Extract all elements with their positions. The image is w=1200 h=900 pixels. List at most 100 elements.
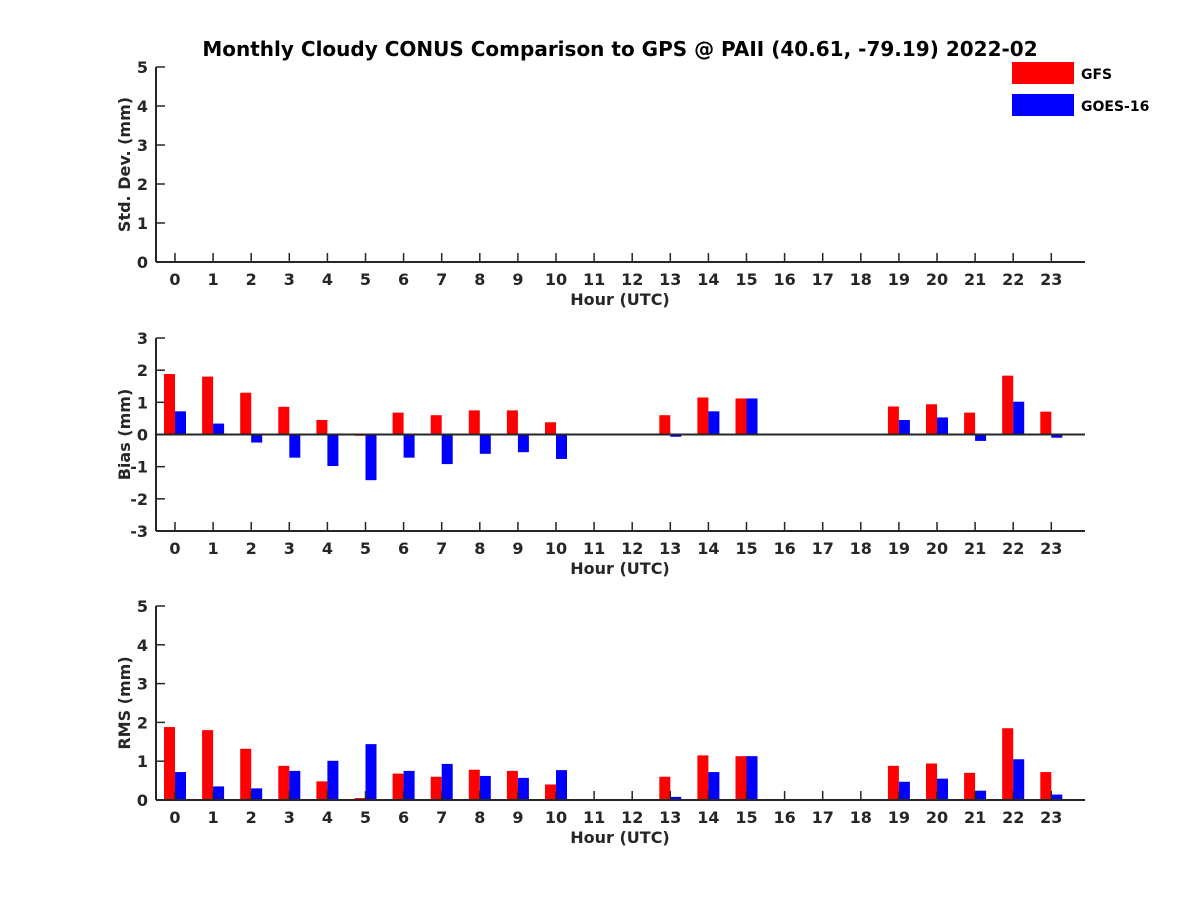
bar-goes-16-hour-19 <box>898 781 910 800</box>
x-tick-label: 22 <box>1002 539 1024 558</box>
legend-label: GFS <box>1081 67 1112 83</box>
x-tick-label: 17 <box>812 270 834 289</box>
bar-goes-16-hour-2 <box>251 788 263 800</box>
x-tick-label: 18 <box>850 539 872 558</box>
x-tick-label: 16 <box>773 808 795 827</box>
y-tick-label: 3 <box>137 675 148 694</box>
bar-goes-16-hour-8 <box>479 434 491 454</box>
bar-gfs-hour-20 <box>926 763 937 800</box>
bar-goes-16-hour-14 <box>708 772 720 800</box>
bar-gfs-hour-19 <box>887 406 899 435</box>
y-tick-label: 5 <box>137 597 148 616</box>
x-tick-label: 11 <box>583 270 605 289</box>
bar-gfs-hour-4 <box>316 420 328 435</box>
bar-goes-16-hour-20 <box>937 778 948 800</box>
y-axis-label: RMS (mm) <box>115 656 134 749</box>
bar-gfs-hour-7 <box>430 415 442 435</box>
x-tick-label: 23 <box>1040 808 1062 827</box>
bar-gfs-hour-8 <box>468 769 480 800</box>
bar-gfs-hour-13 <box>659 776 671 800</box>
x-tick-label: 8 <box>474 539 485 558</box>
bar-goes-16-hour-4 <box>327 434 339 467</box>
bar-gfs-hour-4 <box>316 781 328 800</box>
bar-gfs-hour-8 <box>468 410 480 435</box>
y-axis-label: Std. Dev. (mm) <box>115 97 134 232</box>
x-tick-label: 13 <box>659 270 681 289</box>
bar-goes-16-hour-23 <box>1051 794 1063 800</box>
bar-goes-16-hour-21 <box>975 434 987 441</box>
x-tick-label: 13 <box>659 808 681 827</box>
bar-gfs-hour-6 <box>392 773 404 800</box>
x-axis-label: Hour (UTC) <box>570 828 670 847</box>
bar-gfs-hour-2 <box>240 392 252 435</box>
y-tick-label: 0 <box>137 253 148 272</box>
x-tick-label: 21 <box>964 270 986 289</box>
bar-goes-16-hour-20 <box>937 417 948 435</box>
x-tick-label: 0 <box>169 808 180 827</box>
bar-goes-16-hour-22 <box>1013 759 1025 800</box>
bar-goes-16-hour-7 <box>441 434 453 465</box>
x-tick-label: 23 <box>1040 270 1062 289</box>
x-tick-label: 14 <box>697 270 719 289</box>
x-tick-label: 15 <box>735 808 757 827</box>
x-tick-label: 14 <box>697 808 719 827</box>
legend-swatch <box>1012 62 1074 84</box>
bar-goes-16-hour-3 <box>289 770 301 800</box>
x-tick-label: 10 <box>545 539 567 558</box>
x-tick-label: 14 <box>697 539 719 558</box>
legend-swatch <box>1012 94 1074 116</box>
bar-goes-16-hour-1 <box>213 423 225 435</box>
bar-goes-16-hour-0 <box>175 772 186 800</box>
x-tick-label: 22 <box>1002 808 1024 827</box>
x-tick-label: 11 <box>583 808 605 827</box>
bar-gfs-hour-19 <box>887 765 899 800</box>
x-tick-label: 21 <box>964 808 986 827</box>
bar-gfs-hour-9 <box>506 410 518 435</box>
y-tick-label: 0 <box>137 791 148 810</box>
y-tick-label: -2 <box>130 490 148 509</box>
bar-goes-16-hour-4 <box>327 760 339 800</box>
y-tick-label: 1 <box>137 393 148 412</box>
bar-gfs-hour-9 <box>506 770 518 800</box>
y-tick-label: 2 <box>137 361 148 380</box>
x-tick-label: 21 <box>964 539 986 558</box>
x-tick-label: 20 <box>926 270 948 289</box>
x-tick-label: 6 <box>398 539 409 558</box>
bar-gfs-hour-14 <box>697 755 709 800</box>
bar-goes-16-hour-9 <box>517 434 529 453</box>
x-tick-label: 7 <box>436 539 447 558</box>
legend-item-gfs: GFS <box>1012 62 1112 84</box>
x-tick-label: 18 <box>850 808 872 827</box>
x-tick-label: 17 <box>812 539 834 558</box>
bar-gfs-hour-20 <box>926 404 937 435</box>
legend-item-goes-16: GOES-16 <box>1012 94 1149 116</box>
bar-gfs-hour-0 <box>164 374 175 435</box>
x-tick-label: 22 <box>1002 270 1024 289</box>
bar-gfs-hour-21 <box>964 772 976 800</box>
y-tick-label: 2 <box>137 713 148 732</box>
bar-goes-16-hour-1 <box>213 786 225 800</box>
bar-gfs-hour-23 <box>1040 772 1052 800</box>
y-tick-label: -3 <box>130 522 148 541</box>
bar-goes-16-hour-5 <box>365 434 377 481</box>
x-tick-label: 1 <box>208 270 219 289</box>
x-tick-label: 6 <box>398 808 409 827</box>
x-tick-label: 4 <box>322 808 333 827</box>
bar-goes-16-hour-13 <box>670 796 682 800</box>
x-tick-label: 2 <box>246 539 257 558</box>
y-tick-label: 4 <box>137 636 148 655</box>
x-tick-label: 18 <box>850 270 872 289</box>
bar-gfs-hour-3 <box>278 406 290 435</box>
x-tick-label: 5 <box>360 808 371 827</box>
x-tick-label: 0 <box>169 270 180 289</box>
x-tick-label: 13 <box>659 539 681 558</box>
bar-gfs-hour-22 <box>1002 728 1014 800</box>
bar-gfs-hour-6 <box>392 412 404 435</box>
bar-gfs-hour-21 <box>964 412 976 435</box>
bar-goes-16-hour-15 <box>746 398 758 435</box>
y-tick-label: -1 <box>130 458 148 477</box>
x-tick-label: 4 <box>322 270 333 289</box>
x-tick-label: 2 <box>246 808 257 827</box>
